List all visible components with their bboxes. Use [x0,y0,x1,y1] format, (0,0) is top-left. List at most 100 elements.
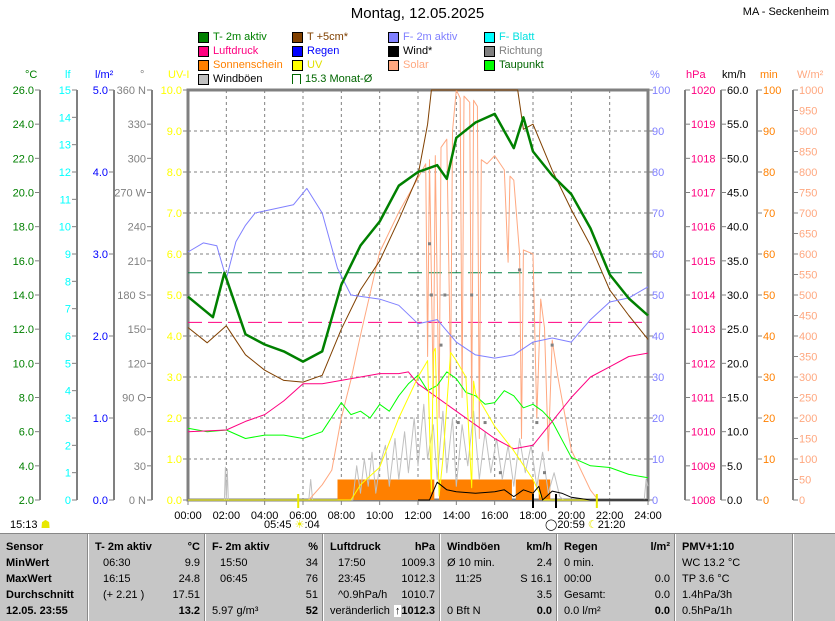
table-header-row: T- 2m aktiv °C [89,541,206,557]
x-tick-label: 02:00 [213,510,241,522]
axis-tick-label: 9 [65,249,71,261]
table-row: 3.5 [441,589,558,605]
legend-item: F- 2m aktiv [388,31,457,43]
legend-item: T- 2m aktiv [198,31,267,43]
axis-tick-label: 30 [652,372,664,384]
series-luftdruck [187,352,649,450]
cell-value-text: 2.4 [536,557,552,569]
table-row: 0 min. [558,557,676,573]
column-unit: km/h [526,541,552,553]
axis-tick-label: 50.0 [727,153,748,165]
legend-swatch-icon [198,45,209,57]
axis-tick-label: 90 [763,126,775,138]
column-title: Regen [564,541,598,553]
cell-label: Ø 10 min. [447,557,495,569]
axis-tick-label: 550 [799,270,817,282]
legend-item: Richtung [484,45,542,57]
sunset-time: 21:20 [597,519,626,531]
cell-value-text: 34 [305,557,318,569]
cell-value-text: 0.0 [654,573,670,585]
axis-tick-label: 14.0 [13,290,34,302]
table-row: (+ 2.21 ) 17.51 [89,589,206,605]
cell-label: 0 Bft N [447,605,481,617]
cell-label: 5.97 g/m³ [212,605,259,617]
axis-tick-label: 1011 [691,393,715,405]
cell-value: 9.9 [185,557,200,569]
cell-value-text: 3.5 [536,589,552,601]
axis-tick-label: 300 [799,372,817,384]
axis-tick-label: 7 [65,304,71,316]
column-title: T- 2m aktiv [95,541,152,553]
axis-tick-label: 10.0 [13,358,34,370]
legend-label: Regen [307,45,340,57]
cell-value: 51 [306,589,318,601]
axis-tick-label: 50 [652,290,664,302]
legend-label: F- 2m aktiv [403,31,458,43]
table-row: 15:50 34 [206,557,324,573]
axis-tick-label: 26.0 [13,85,34,97]
legend-item: UV [292,59,322,71]
axis-tick-label: 1017 [691,188,715,200]
x-tick-label: 24:00 [634,510,662,522]
x-tick-label: 00:00 [174,510,202,522]
x-tick-label: 12:00 [404,510,432,522]
legend-label: Wind* [403,45,433,57]
table-row: 11:25 S 16.1 [441,573,558,589]
axis-tick-label: 25.0 [727,324,748,336]
axis-tick-label: 1009 [691,461,715,473]
axis-tick-label: 8.0 [19,393,34,405]
axis-unit-label: l/m² [95,69,114,81]
axis-tick-label: 0.0 [93,495,108,507]
direction-point [443,293,447,297]
cell-value: ↑1012.3 [393,605,435,617]
axis-tick-label: 150 [128,324,146,336]
cell-value: 2.4 [537,557,552,569]
axis-tick-label: 10 [652,454,664,466]
table-row-label: MinWert [0,557,88,573]
axis-tick-label: 1018 [691,153,715,165]
trend-arrow-icon: ↑ [393,605,402,617]
sun-icon: ☀ [294,519,305,531]
table-row: 1.4hPa/3h [676,589,794,605]
cell-value-text: 13.2 [178,605,200,617]
cell-value: 24.8 [179,573,200,585]
axis-tick-label: 4.0 [19,461,34,473]
cell-label: 00:00 [564,573,592,585]
cell-label: 06:45 [220,573,248,585]
table-row-label: 12.05. 23:55 [0,605,88,621]
table-row: Gesamt: 0.0 [558,589,676,605]
legend-swatch-icon [198,31,209,43]
axis-tick-label: 5.0 [727,461,742,473]
axis-tick-label: 1020 [691,85,715,97]
axis-tick-label: 1019 [691,119,715,131]
axis-tick-label: 4.0 [93,167,108,179]
axis-tick-label: 20 [763,413,775,425]
table-row-label: Durchschnitt [0,589,88,605]
axis-tick-label: 500 [799,290,817,302]
axis-tick-label: 950 [799,106,817,118]
legend-label: F- Blatt [499,31,535,43]
cell-label: 23:45 [338,573,366,585]
axis-tick-label: 300 [128,153,146,165]
axis-tick-label: 2.0 [19,495,34,507]
axis-tick-label: 3.0 [167,372,182,384]
axis-tick-label: 45.0 [727,188,748,200]
station-name: MA - Seckenheim [742,6,829,18]
table-column: Windböen km/h Ø 10 min. 2.4 11:25 S 16.1 3.5 0 … [440,534,558,621]
cell-label: 0 min. [564,557,594,569]
axis-tick-label: 0.0 [167,495,182,507]
axis-unit-label: UV-I [168,69,189,81]
weather-chart: °C2.04.06.08.010.012.014.016.018.020.022… [13,69,824,522]
row-label: Durchschnitt [6,589,74,601]
cell-value: 0.0 [655,605,670,617]
table-column: PMV+1:10 WC 13.2 °C TP 3.6 °C 1.4hPa/3h 0.5h… [675,534,794,621]
legend-swatch-icon [292,45,303,57]
legend-swatch-icon [292,59,303,71]
cell-label: 17:50 [338,557,366,569]
axis-tick-label: 3 [65,413,71,425]
axis-tick-label: 1014 [691,290,715,302]
axis-tick-label: 1.0 [167,454,182,466]
axis-C: °C 2.0 4.0 6.0 8.0 10.0 12.0 14.0 16.0 18.0 20.0 22… [13,69,41,507]
legend-swatch-icon [388,31,399,43]
axis-tick-label: 100 [763,85,781,97]
